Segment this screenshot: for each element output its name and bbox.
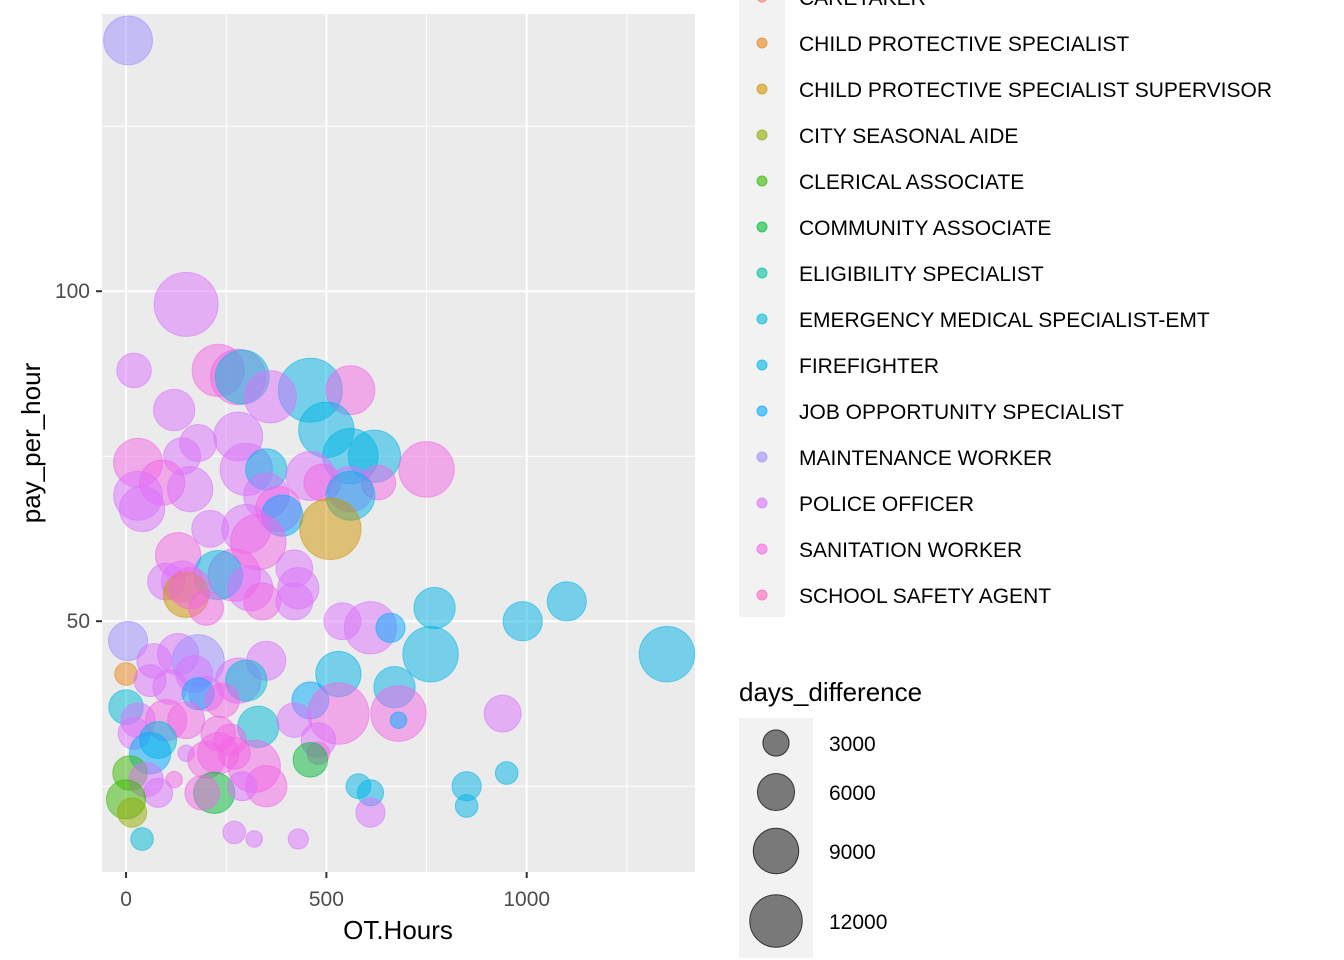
legend-key [756,221,768,233]
y-tick-labels: 50 100 [55,280,90,633]
size-legend-key [752,827,800,875]
size-legend-label: 12000 [829,911,887,934]
legend-label: SANITATION WORKER [799,539,1022,562]
x-tick-label: 0 [120,888,132,911]
legend-label: SCHOOL SAFETY AGENT [799,585,1051,608]
data-point [118,485,166,533]
legend-label: EMERGENCY MEDICAL SPECIALIST-EMT [799,309,1210,332]
data-point [275,582,314,621]
data-point [204,682,240,719]
size-legend-label: 3000 [829,733,876,756]
data-point [245,830,264,848]
x-tick-labels: 0 500 1000 [120,888,550,911]
y-tick-label: 100 [55,280,90,303]
data-point [152,388,196,432]
data-point [494,761,519,785]
data-point [184,775,220,811]
legend-key [756,589,768,601]
legend-key [756,405,768,417]
legend-label: CHILD PROTECTIVE SPECIALIST SUPERVISOR [799,79,1272,102]
data-point [638,625,696,683]
legend-key [757,0,767,3]
data-point [287,828,309,850]
data-point [389,711,408,729]
data-point [398,441,455,498]
legend-key [756,543,768,555]
legend-key [756,313,768,325]
legend-label: FIREFIGHTER [799,355,939,378]
data-point [243,370,297,424]
data-point [276,702,313,738]
size-legend-label: 6000 [829,782,876,805]
legend-label: CITY SEASONAL AIDE [799,125,1018,148]
data-point [116,797,148,828]
data-point [167,466,214,513]
size-legend-key [756,772,796,812]
legend-label: CHILD PROTECTIVE SPECIALIST [799,33,1129,56]
data-point [103,15,153,66]
data-point [130,827,154,851]
data-point [116,352,152,389]
legend-key [756,497,768,509]
size-legend-key [762,729,790,757]
data-point [299,497,362,560]
legend-label: JOB OPPORTUNITY SPECIALIST [799,401,1124,424]
legend-label: CLERICAL ASSOCIATE [799,171,1024,194]
data-point [483,694,522,733]
y-axis-title: pay_per_hour [16,362,46,523]
color-legend: CARETAKER CHILD PROTECTIVE SPECIALIST CHIL… [756,0,1272,608]
size-legend-title: days_difference [739,677,922,707]
data-point [502,601,543,642]
x-tick-label: 1000 [503,888,550,911]
legend-key [756,267,768,279]
data-point [227,771,258,802]
data-point [546,581,587,622]
data-point [152,669,188,705]
size-legend-label: 9000 [829,841,876,864]
color-legend-keys-background [739,0,785,617]
data-point [325,365,376,416]
legend-label: CARETAKER [799,0,926,10]
data-point [413,586,456,630]
axis-ticks [96,290,528,878]
x-axis-title: OT.Hours [343,915,453,945]
data-points [103,15,696,851]
data-point [402,625,459,683]
legend-label: ELIGIBILITY SPECIALIST [799,263,1044,286]
data-point [355,797,386,828]
legend-key [756,451,768,463]
size-legend-key [749,894,803,948]
legend-key [756,37,768,49]
legend-label: POLICE OFFICER [799,493,974,516]
data-point [188,590,224,626]
data-point [292,742,329,778]
data-point [107,620,149,662]
data-point [153,271,219,337]
legend-label: COMMUNITY ASSOCIATE [799,217,1051,240]
data-point [142,777,174,808]
y-tick-label: 50 [67,610,90,633]
data-point [243,582,282,621]
data-point [167,701,206,740]
size-legend: 3000 6000 9000 12000 [749,729,887,948]
legend-key [756,175,768,187]
legend-key [756,129,768,141]
legend-key [756,359,768,371]
x-tick-label: 500 [309,888,344,911]
legend-label: MAINTENANCE WORKER [799,447,1052,470]
data-point [222,820,247,845]
data-point [375,612,406,643]
legend-key [756,83,768,95]
data-point [454,794,479,818]
